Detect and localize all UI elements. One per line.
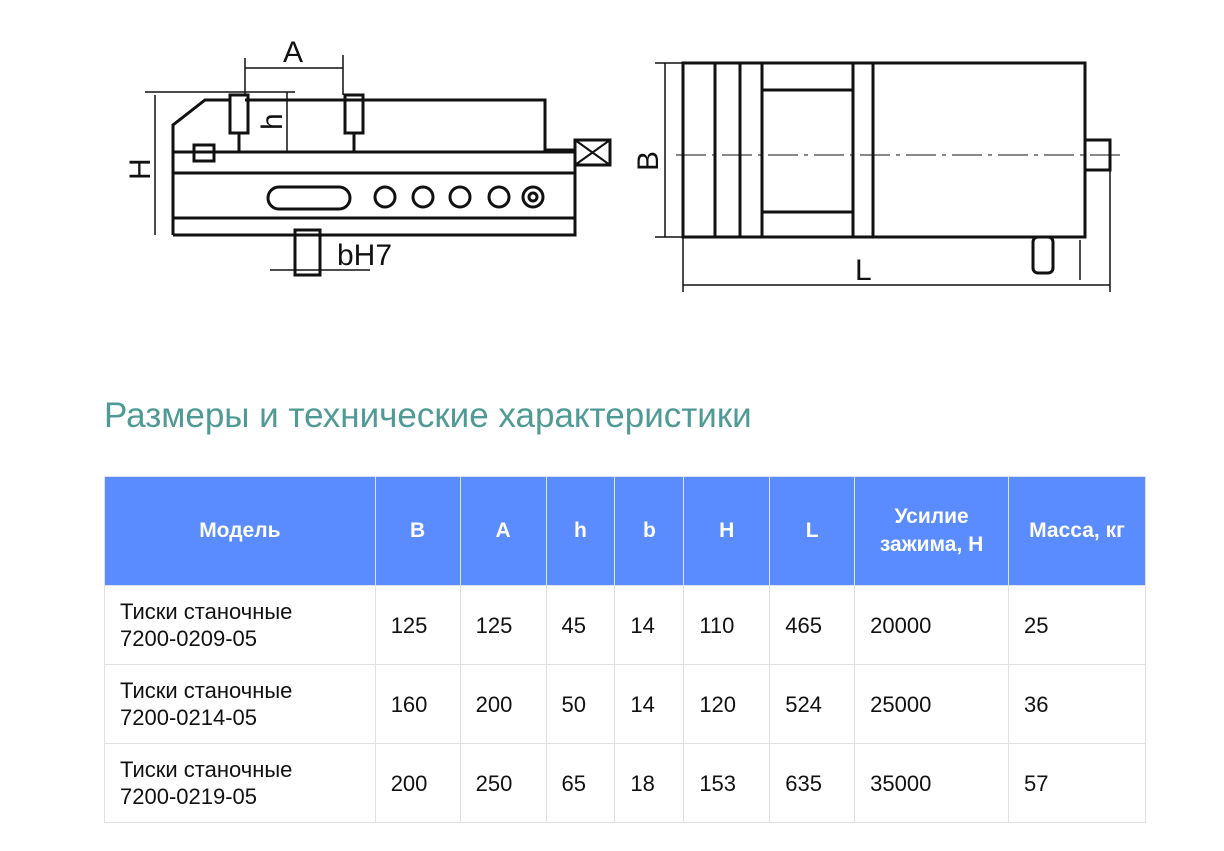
- label-bH7: bH7: [337, 239, 392, 272]
- specs-table: Модель B A h b H L Усилие зажима, Н Масс…: [104, 476, 1146, 823]
- label-h: h: [256, 113, 289, 130]
- label-H: H: [124, 158, 157, 180]
- col-mass: Масса, кг: [1008, 476, 1146, 586]
- cell-value: 153: [683, 743, 771, 823]
- cell-model: Тиски станочные 7200-0219-05: [104, 743, 376, 823]
- col-L: L: [769, 476, 856, 586]
- cell-value: 200: [459, 664, 547, 744]
- col-model: Модель: [104, 476, 376, 586]
- side-view: A h H bH7: [124, 36, 612, 277]
- cell-value: 65: [545, 743, 616, 823]
- label-L: L: [855, 254, 872, 287]
- table-row: Тиски станочные 7200-0219-05 200 250 65 18 15…: [104, 743, 1146, 823]
- cell-value: 524: [769, 664, 856, 744]
- cell-value: 57: [1008, 743, 1146, 823]
- cell-value: 25: [1008, 585, 1146, 665]
- section-title: Размеры и технические характеристики: [104, 396, 752, 435]
- cell-value: 14: [614, 664, 685, 744]
- cell-value: 125: [459, 585, 547, 665]
- col-B: B: [374, 476, 461, 586]
- cell-value: 250: [459, 743, 547, 823]
- cell-value: 45: [545, 585, 616, 665]
- col-force: Усилие зажима, Н: [854, 476, 1010, 586]
- col-H: H: [683, 476, 771, 586]
- cell-value: 25000: [854, 664, 1010, 744]
- top-view: B L: [632, 61, 1120, 292]
- cell-value: 110: [683, 585, 771, 665]
- cell-value: 35000: [854, 743, 1010, 823]
- cell-value: 20000: [854, 585, 1010, 665]
- cell-value: 36: [1008, 664, 1146, 744]
- technical-drawing: A h H bH7 B L: [124, 36, 1120, 292]
- cell-model: Тиски станочные 7200-0214-05: [104, 664, 376, 744]
- cell-model: Тиски станочные 7200-0209-05: [104, 585, 376, 665]
- cell-value: 200: [374, 743, 461, 823]
- table-header: Модель B A h b H L Усилие зажима, Н Масс…: [104, 476, 1146, 586]
- col-h: h: [545, 476, 616, 586]
- table-row: Тиски станочные 7200-0209-05 125 125 45 14 11…: [104, 585, 1146, 665]
- col-A: A: [459, 476, 547, 586]
- cell-value: 120: [683, 664, 771, 744]
- table-row: Тиски станочные 7200-0214-05 160 200 50 14 12…: [104, 664, 1146, 744]
- cell-value: 160: [374, 664, 461, 744]
- cell-value: 125: [374, 585, 461, 665]
- label-A: A: [283, 36, 303, 69]
- col-b: b: [614, 476, 685, 586]
- cell-value: 50: [545, 664, 616, 744]
- cell-value: 465: [769, 585, 856, 665]
- cell-value: 18: [614, 743, 685, 823]
- label-B: B: [632, 151, 665, 171]
- cell-value: 14: [614, 585, 685, 665]
- cell-value: 635: [769, 743, 856, 823]
